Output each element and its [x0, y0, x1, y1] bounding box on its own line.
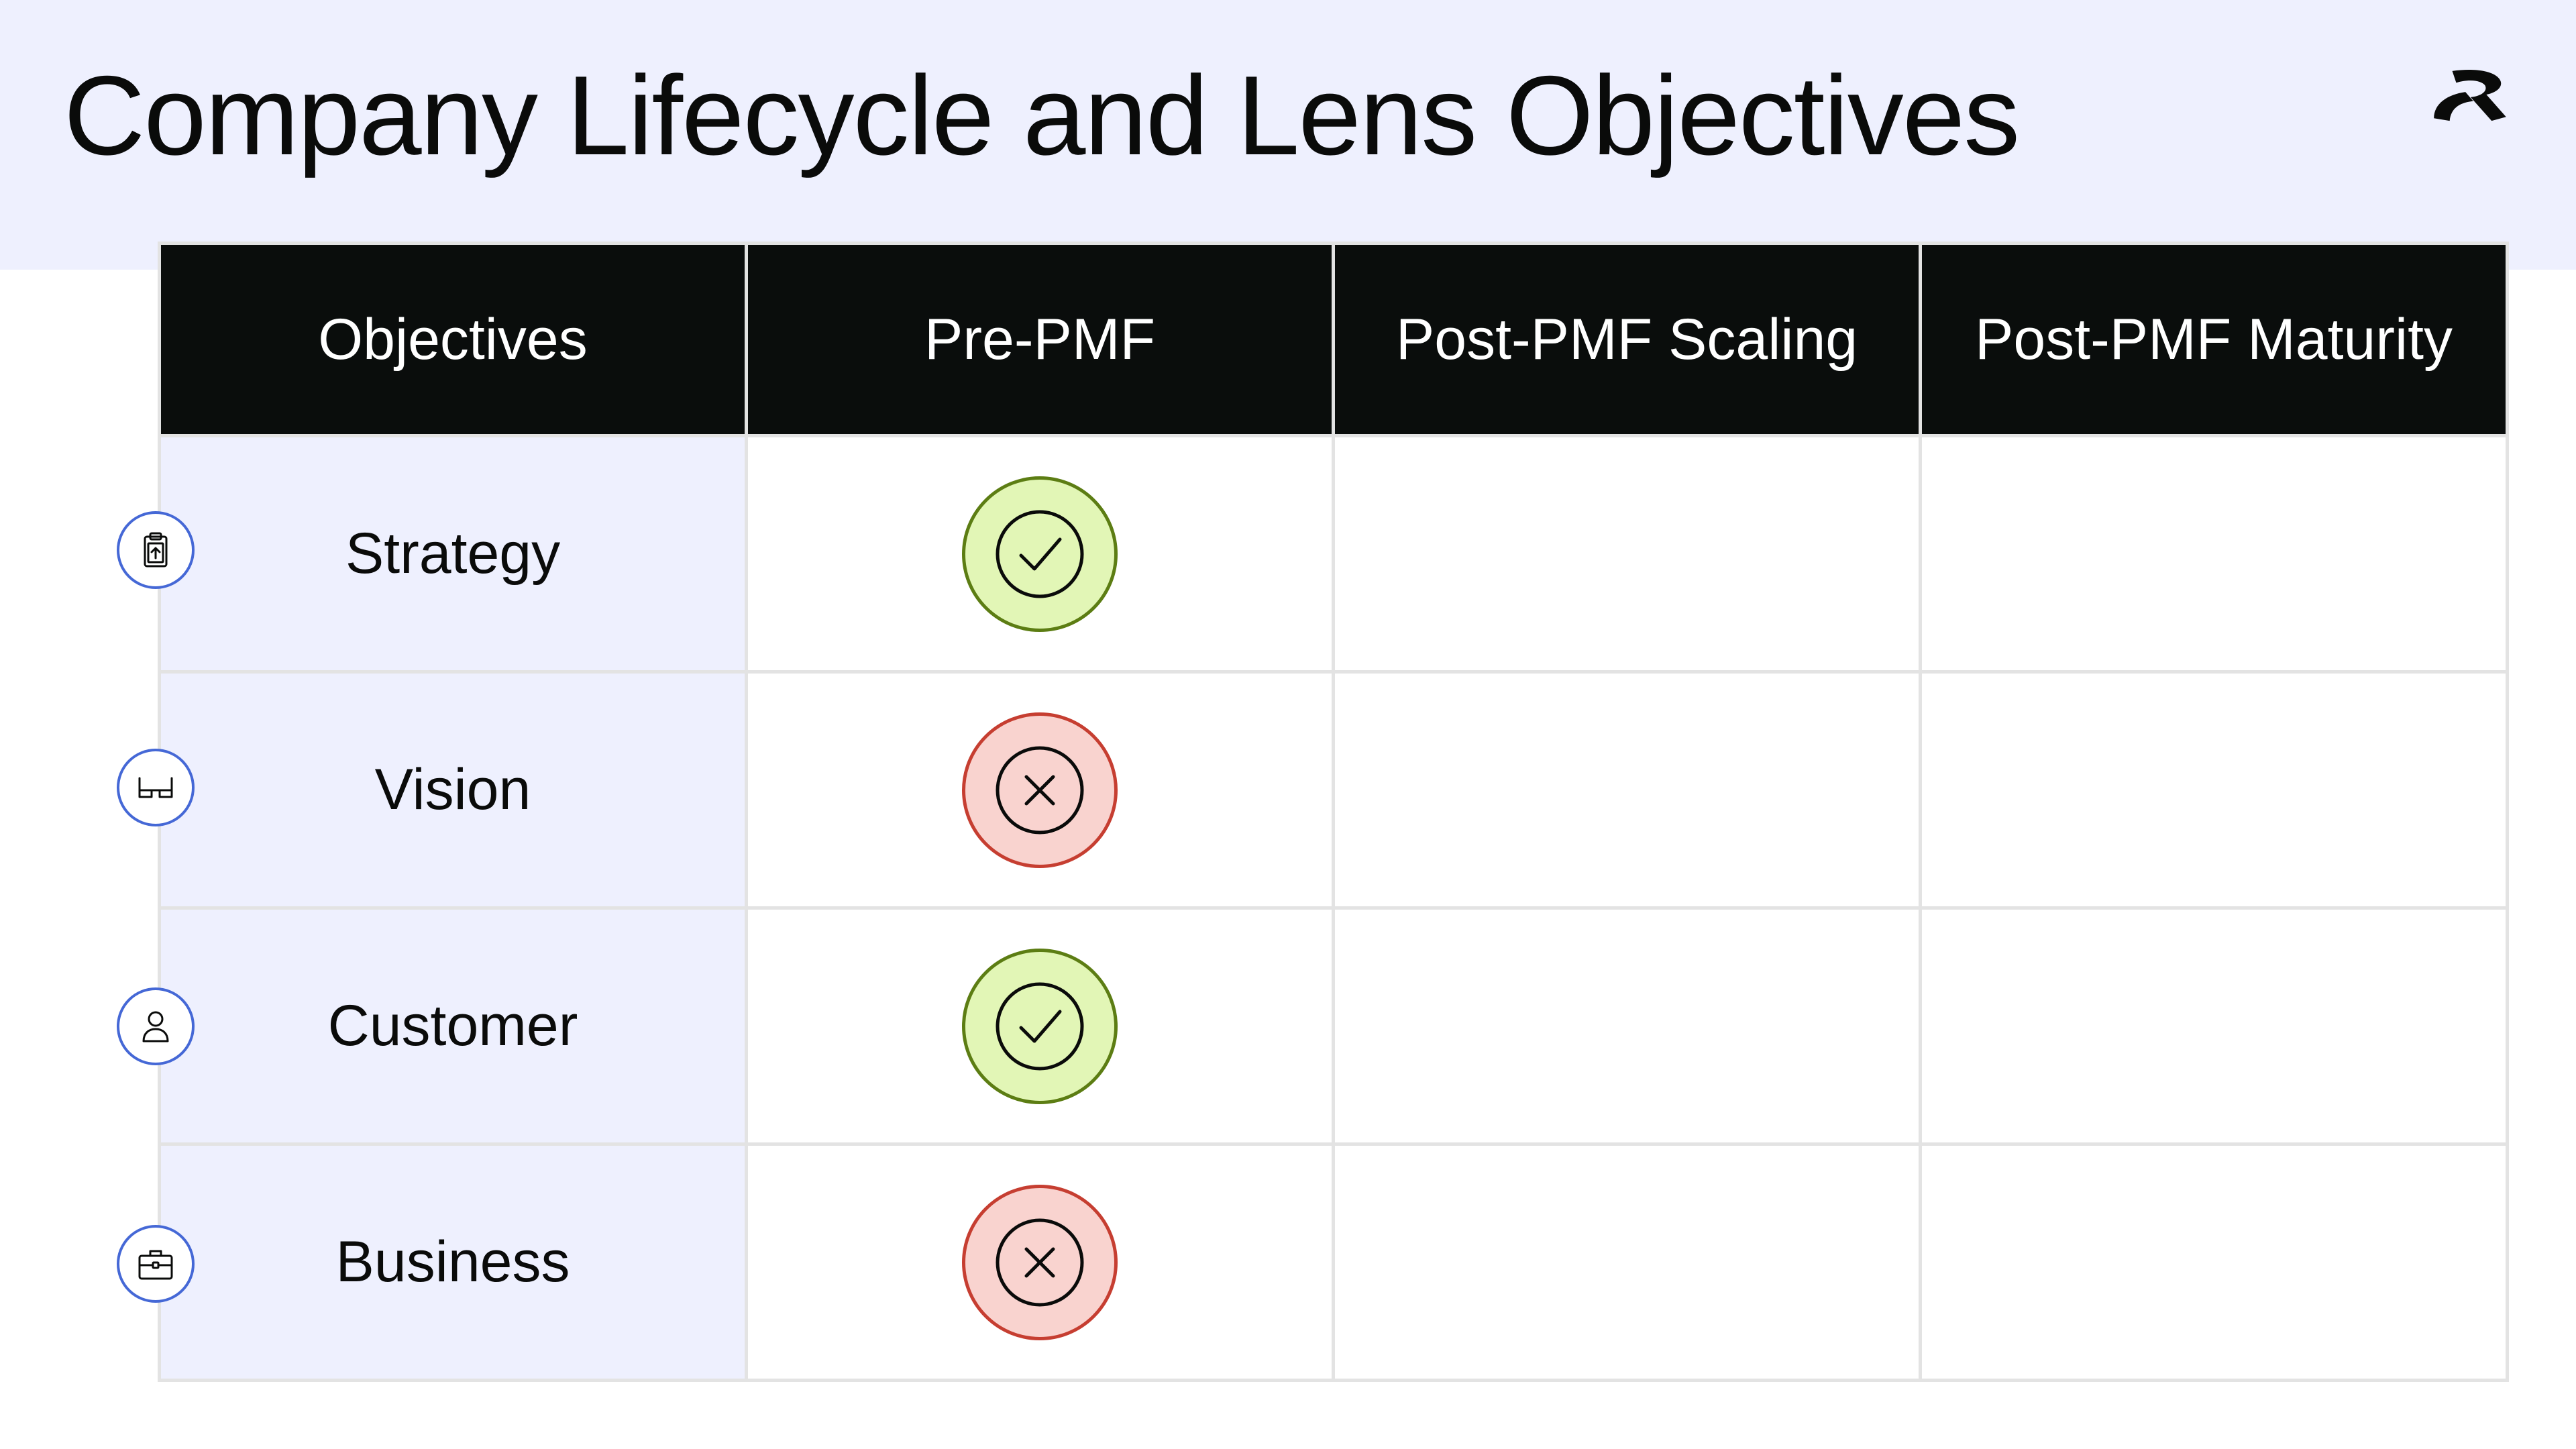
clipboard-upload-icon	[117, 511, 195, 589]
post-pmf-maturity-cell-vision	[1922, 674, 2506, 906]
pre-pmf-cell-customer	[748, 910, 1332, 1142]
check-icon	[962, 948, 1118, 1104]
column-header-post-pmf-scaling: Post-PMF Scaling	[1335, 245, 1919, 434]
pre-pmf-cell-business	[748, 1146, 1332, 1379]
objective-label-customer: Customer	[161, 910, 745, 1142]
brand-logo-icon	[2434, 69, 2506, 121]
objectives-table: Objectives Pre-PMF Post-PMF Scaling Post…	[158, 241, 2509, 1382]
cross-icon	[962, 712, 1118, 868]
check-icon	[962, 476, 1118, 632]
column-header-post-pmf-maturity: Post-PMF Maturity	[1922, 245, 2506, 434]
person-icon	[117, 987, 195, 1065]
column-header-objectives: Objectives	[161, 245, 745, 434]
post-pmf-scaling-cell-customer	[1335, 910, 1919, 1142]
objective-label-strategy: Strategy	[161, 437, 745, 670]
pre-pmf-cell-vision	[748, 674, 1332, 906]
glasses-icon	[117, 749, 195, 826]
objective-label-vision: Vision	[161, 674, 745, 906]
post-pmf-maturity-cell-customer	[1922, 910, 2506, 1142]
objective-label-business: Business	[161, 1146, 745, 1379]
pre-pmf-cell-strategy	[748, 437, 1332, 670]
page-title: Company Lifecycle and Lens Objectives	[64, 52, 2020, 178]
cross-icon	[962, 1184, 1118, 1340]
post-pmf-maturity-cell-business	[1922, 1146, 2506, 1379]
post-pmf-maturity-cell-strategy	[1922, 437, 2506, 670]
post-pmf-scaling-cell-strategy	[1335, 437, 1919, 670]
column-header-pre-pmf: Pre-PMF	[748, 245, 1332, 434]
post-pmf-scaling-cell-business	[1335, 1146, 1919, 1379]
header-band	[0, 0, 2576, 270]
post-pmf-scaling-cell-vision	[1335, 674, 1919, 906]
briefcase-icon	[117, 1225, 195, 1303]
